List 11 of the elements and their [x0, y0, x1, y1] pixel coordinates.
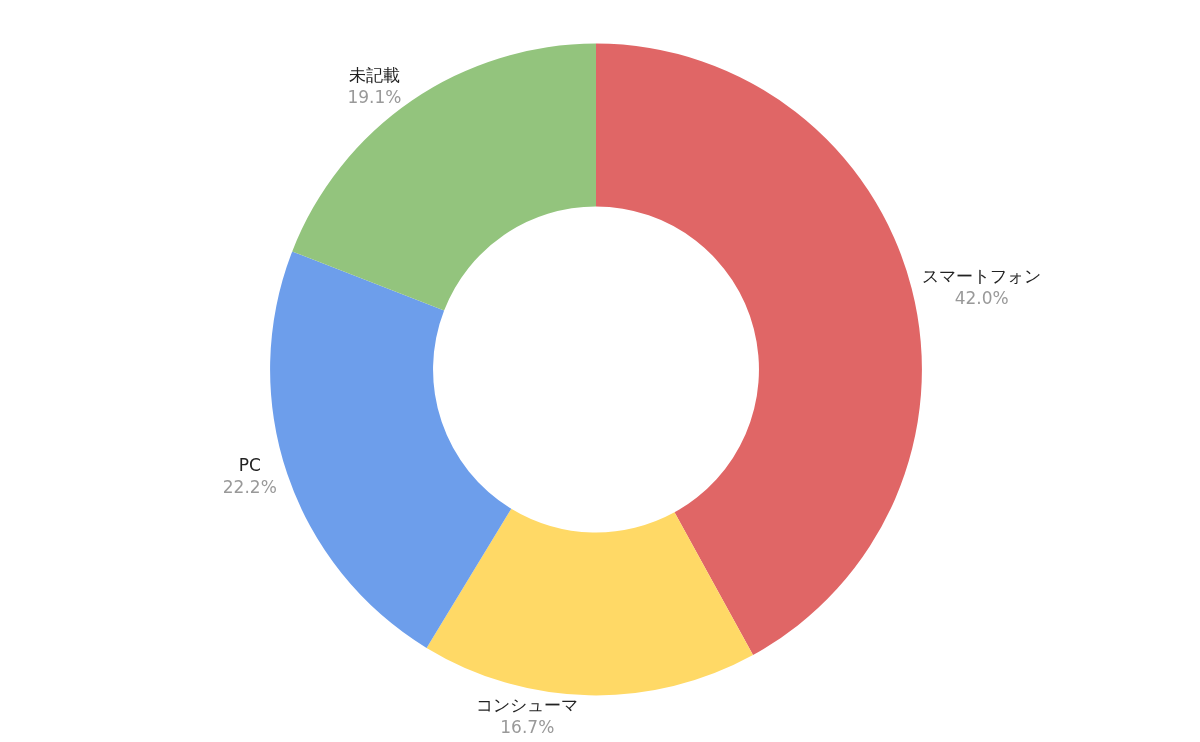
data-label: 22.2% — [222, 477, 277, 498]
slice-label: PC — [238, 455, 261, 476]
slice-label: コンシューマ — [476, 695, 579, 716]
data-label: 19.1% — [347, 87, 402, 108]
donut-slice — [426, 508, 754, 696]
donut-slice — [596, 43, 922, 656]
data-label: 42.0% — [954, 288, 1009, 309]
slice-label: スマートフォン — [922, 266, 1042, 287]
donut-slice — [292, 43, 596, 311]
data-label: 16.7% — [500, 717, 555, 738]
slice-label: 未記載 — [348, 65, 400, 86]
